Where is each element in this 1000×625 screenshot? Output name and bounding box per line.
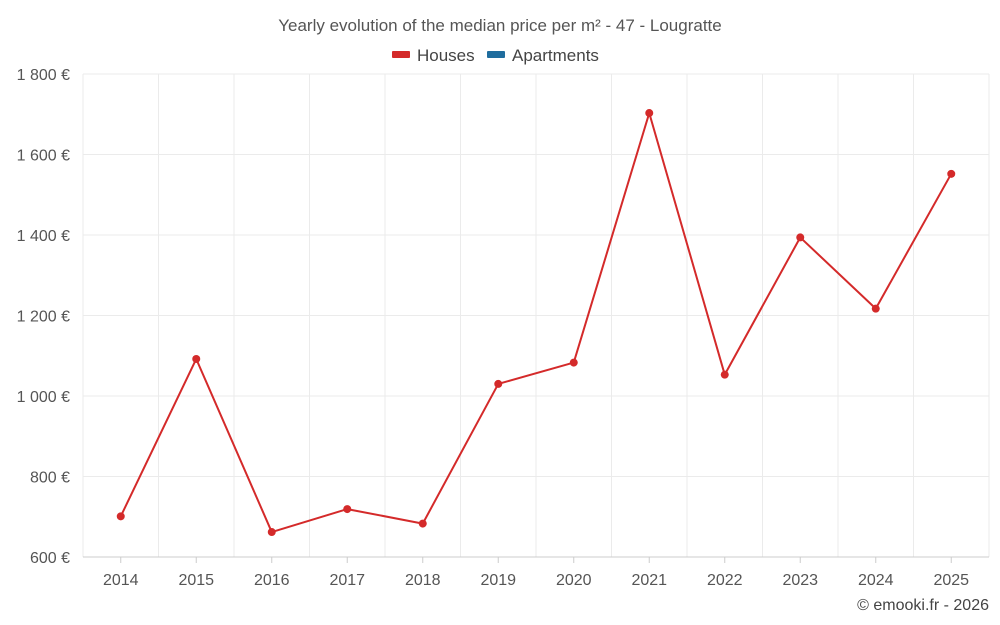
legend-item-houses[interactable]: Houses [392,46,475,65]
x-tick-label: 2016 [254,572,290,589]
legend-label: Apartments [512,46,599,65]
data-point[interactable] [720,370,729,379]
chart-legend: Houses Apartments [392,46,599,65]
data-point[interactable] [116,512,125,521]
data-point[interactable] [796,233,805,242]
data-point[interactable] [343,505,352,514]
axes: 600 € 800 € 1 000 € 1 200 € 1 400 € 1 600 € 1 … [17,67,989,589]
series-line-houses [119,112,953,534]
x-tick-label: 2015 [178,572,214,589]
data-point[interactable] [645,109,654,118]
x-tick-label: 2025 [933,572,969,589]
data-point[interactable] [569,358,578,367]
x-tick-label: 2023 [782,572,818,589]
series-layer [116,109,956,537]
data-point[interactable] [192,354,201,363]
y-tick-label: 1 200 € [17,309,70,326]
data-point[interactable] [871,304,880,313]
x-tick-label: 2019 [480,572,516,589]
legend-label: Houses [417,46,475,65]
y-tick-label: 1 800 € [17,67,70,84]
x-tick-label: 2014 [103,572,139,589]
y-tick-label: 800 € [30,470,70,487]
x-tick-label: 2022 [707,572,743,589]
y-tick-label: 1 400 € [17,228,70,245]
legend-item-apartments[interactable]: Apartments [487,46,599,65]
x-tick-label: 2024 [858,572,894,589]
y-tick-label: 1 000 € [17,389,70,406]
y-tick-label: 600 € [30,550,70,567]
x-tick-label: 2021 [631,572,667,589]
data-point[interactable] [494,379,503,388]
legend-swatch [392,51,410,58]
grid-lines [82,73,990,557]
x-tick-label: 2018 [405,572,441,589]
chart-title: Yearly evolution of the median price per… [278,16,722,35]
x-tick-label: 2017 [329,572,365,589]
x-tick-label: 2020 [556,572,592,589]
credit-text: © emooki.fr - 2026 [857,597,989,614]
data-point[interactable] [267,528,276,537]
data-point[interactable] [947,169,956,178]
legend-swatch [487,51,505,58]
y-tick-label: 1 600 € [17,148,70,165]
data-point[interactable] [418,519,427,528]
